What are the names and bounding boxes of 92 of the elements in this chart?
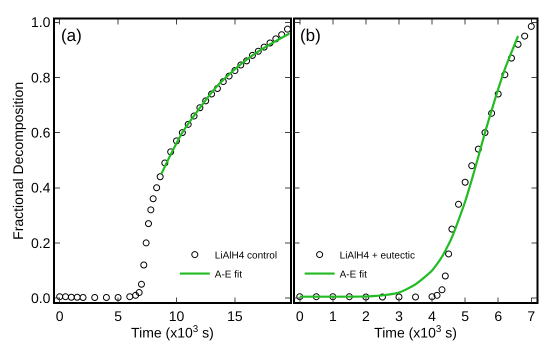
point [173, 137, 180, 144]
legend-label: A-E fit [214, 269, 242, 280]
y-tick-label: 0.6 [30, 124, 51, 140]
point [481, 129, 488, 136]
y-axis-title: Fractional Decomposition [10, 82, 26, 240]
point [378, 293, 386, 300]
point [214, 84, 221, 92]
y-tick-label: 0.8 [30, 69, 51, 86]
point [142, 239, 150, 246]
point [266, 39, 274, 46]
point [138, 280, 145, 288]
point [136, 289, 143, 296]
point [147, 206, 154, 214]
x-tick-label: 0 [296, 308, 304, 324]
legend-label: LiAlH4 control [214, 250, 278, 262]
point [80, 294, 87, 302]
point [346, 293, 353, 300]
point [167, 148, 174, 156]
x-tick-label: 0 [56, 308, 64, 324]
point [395, 293, 402, 300]
point [248, 52, 256, 59]
x-tick-label: 4 [428, 308, 436, 324]
point [508, 54, 515, 62]
point [329, 293, 336, 300]
x-tick-label: 5 [114, 308, 122, 324]
point [528, 22, 535, 30]
y-tick-label: 0.0 [30, 290, 51, 306]
point [196, 104, 204, 112]
point [448, 226, 456, 233]
point [434, 292, 441, 299]
point [521, 32, 528, 40]
point [153, 184, 160, 192]
series-label: A-E fit [340, 269, 368, 280]
point [488, 110, 496, 117]
point [161, 159, 168, 166]
point [237, 62, 244, 69]
point [260, 44, 268, 51]
chart-title: (b) [300, 26, 321, 45]
point [412, 293, 420, 300]
point [462, 178, 469, 186]
x-tick-label: 3 [395, 308, 404, 324]
x-tick-label: 6 [494, 308, 502, 324]
point [178, 129, 186, 136]
point [184, 120, 192, 128]
point [438, 286, 446, 294]
point [474, 146, 482, 153]
point [226, 72, 233, 80]
x-tick-label: 2 [362, 308, 370, 324]
point [144, 220, 152, 228]
point [455, 200, 462, 208]
x-tick-label: 5 [461, 308, 470, 324]
y-tick-label: 1.0 [30, 14, 51, 30]
point [220, 78, 227, 86]
point [150, 195, 157, 202]
point [62, 293, 70, 300]
point [132, 292, 140, 299]
x-tick-label: 15 [227, 308, 243, 324]
point [442, 272, 449, 280]
point [68, 294, 75, 301]
point [126, 293, 134, 300]
point [231, 67, 238, 74]
point [501, 71, 508, 78]
point [494, 90, 502, 98]
point [254, 48, 262, 55]
point [312, 293, 320, 300]
point [296, 293, 304, 300]
point [272, 35, 280, 42]
point [243, 57, 250, 64]
point [362, 293, 370, 300]
point [445, 250, 452, 258]
point [156, 173, 164, 180]
point [102, 294, 110, 302]
chart-title: (a) [61, 26, 82, 45]
x-tick-label: 7 [527, 308, 536, 324]
x-tick-label: 10 [168, 308, 185, 324]
point [208, 90, 216, 98]
point [114, 294, 122, 302]
legend-label: LiAlH4 + eutectic [340, 250, 415, 262]
x-axis-title: Time (x10$^{3}$ s) [131, 324, 214, 341]
point [468, 162, 476, 170]
point [140, 261, 148, 268]
point [91, 294, 98, 302]
point [190, 112, 198, 120]
x-axis-title: Time (x10$^{3}$ s) [374, 324, 457, 341]
y-tick-label: 0.2 [30, 234, 51, 251]
point [428, 293, 436, 300]
point [202, 97, 210, 104]
x-tick-label: 1 [328, 308, 337, 324]
y-tick-label: 0.4 [30, 180, 51, 196]
point [514, 40, 522, 48]
point [56, 293, 64, 300]
point [74, 294, 81, 301]
